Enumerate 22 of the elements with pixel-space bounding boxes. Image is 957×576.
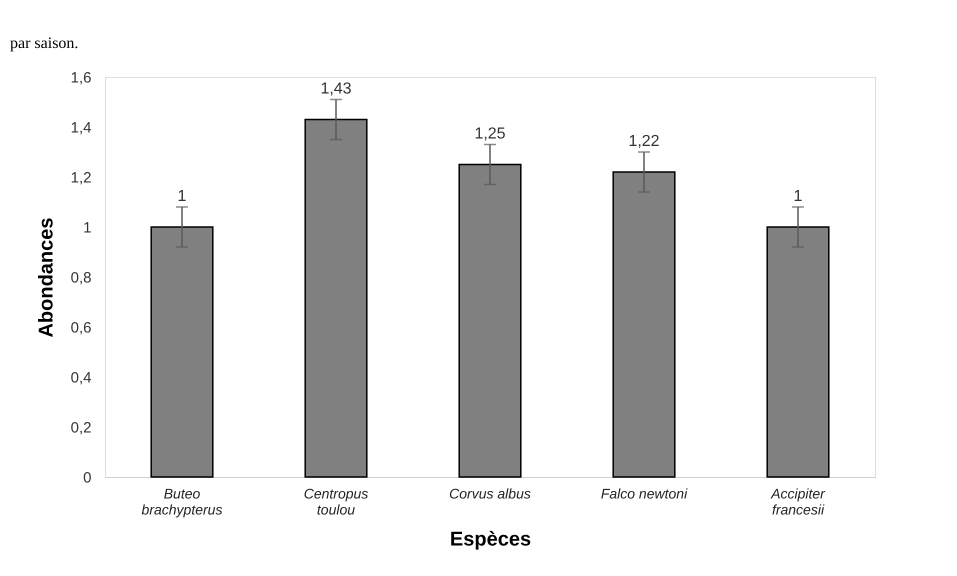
y-tick-label: 0 xyxy=(83,470,92,486)
data-label: 1,43 xyxy=(320,80,352,98)
x-tick-label: Buteo brachypterus xyxy=(142,486,222,518)
y-tick-label: 0,2 xyxy=(70,420,92,436)
y-tick-label: 1,6 xyxy=(70,70,92,86)
y-tick-label: 1,2 xyxy=(70,170,92,186)
data-label: 1,22 xyxy=(628,133,660,150)
x-tick-label: Centropus toulou xyxy=(304,486,368,518)
y-tick-label: 0,4 xyxy=(70,370,92,386)
x-tick-label: Accipiter francesii xyxy=(770,486,826,518)
text: par saison. xyxy=(10,35,78,52)
data-label: 1,25 xyxy=(474,126,506,142)
y-tick-label: 0,6 xyxy=(70,320,92,336)
y-tick-label: 1,4 xyxy=(70,120,92,136)
data-label: 1 xyxy=(178,188,187,205)
y-tick-label: 0,8 xyxy=(70,270,92,286)
x-axis-title: Espèces xyxy=(450,528,532,550)
x-tick-label: Corvus albus xyxy=(449,486,531,502)
y-axis-title: Abondances xyxy=(36,217,58,338)
x-tick-label: Falco newtoni xyxy=(600,486,688,502)
data-label: 1 xyxy=(794,188,803,205)
y-tick-label: 1 xyxy=(83,220,92,236)
